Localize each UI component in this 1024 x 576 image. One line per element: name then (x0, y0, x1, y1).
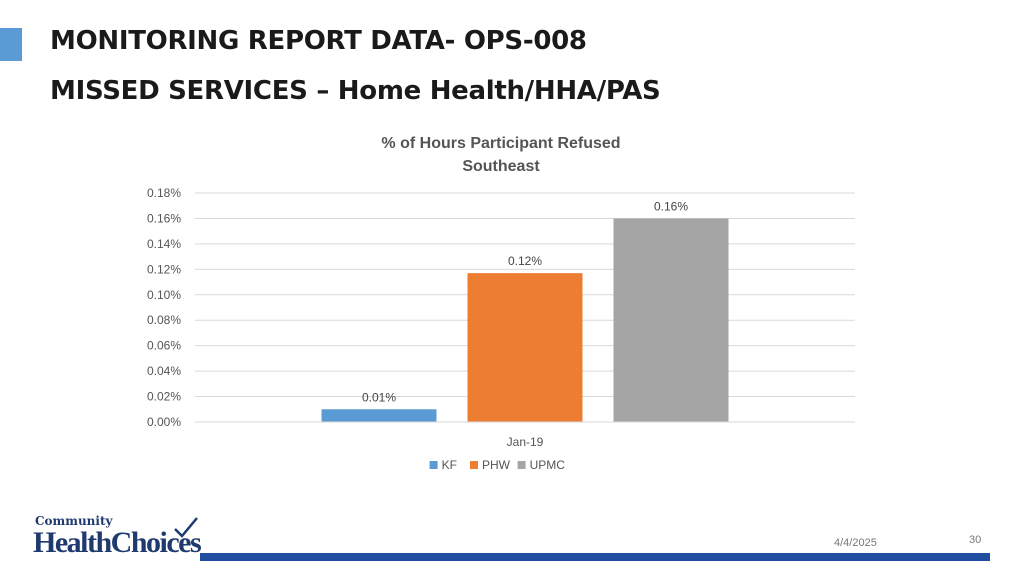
bar-upmc (613, 218, 729, 422)
chart-title: % of Hours Participant Refused (381, 135, 620, 152)
bar-phw (467, 273, 583, 422)
y-tick-label: 0.10% (147, 288, 181, 302)
checkmark-icon (174, 517, 198, 538)
data-label-upmc: 0.16% (654, 199, 688, 213)
community-healthchoices-logo: Community HealthChoices (33, 514, 202, 562)
y-tick-label: 0.02% (147, 390, 181, 404)
y-tick-label: 0.18% (147, 186, 181, 200)
y-tick-label: 0.16% (147, 211, 181, 225)
logo-bottom-text: HealthChoices (33, 526, 202, 559)
legend-label-upmc: UPMC (530, 458, 566, 472)
legend-swatch-upmc (517, 461, 526, 469)
bars (321, 218, 729, 422)
slide-date: 4/4/2025 (834, 537, 877, 549)
slide-subtitle: MISSED SERVICES – Home Health/HHA/PAS (50, 76, 661, 106)
data-labels: 0.01% 0.12% 0.16% (362, 199, 688, 404)
x-tick-label: Jan-19 (507, 435, 544, 449)
title-accent-square (0, 28, 22, 61)
data-label-phw: 0.12% (508, 254, 542, 268)
y-tick-label: 0.14% (147, 237, 181, 251)
bar-kf (321, 409, 437, 422)
chart-legend: KF PHW UPMC (429, 458, 566, 472)
y-tick-label: 0.00% (147, 415, 181, 429)
legend-label-phw: PHW (482, 458, 511, 472)
y-tick-label: 0.08% (147, 313, 181, 327)
x-axis-ticks: Jan-19 (507, 435, 544, 449)
legend-label-kf: KF (442, 458, 457, 472)
y-tick-label: 0.12% (147, 262, 181, 276)
slide-title: MONITORING REPORT DATA- OPS-008 (50, 26, 587, 56)
chart-subtitle: Southeast (462, 158, 540, 175)
page-number: 30 (969, 534, 982, 546)
y-axis-ticks: 0.00% 0.02% 0.04% 0.06% 0.08% 0.10% 0.12% 0.14%… (147, 186, 181, 429)
legend-swatch-kf (429, 461, 438, 469)
legend-swatch-phw (470, 461, 478, 469)
data-label-kf: 0.01% (362, 390, 396, 404)
y-tick-label: 0.04% (147, 364, 181, 378)
footer-bar (200, 553, 990, 561)
logo-top-text: Community (35, 514, 113, 528)
y-tick-label: 0.06% (147, 339, 181, 353)
